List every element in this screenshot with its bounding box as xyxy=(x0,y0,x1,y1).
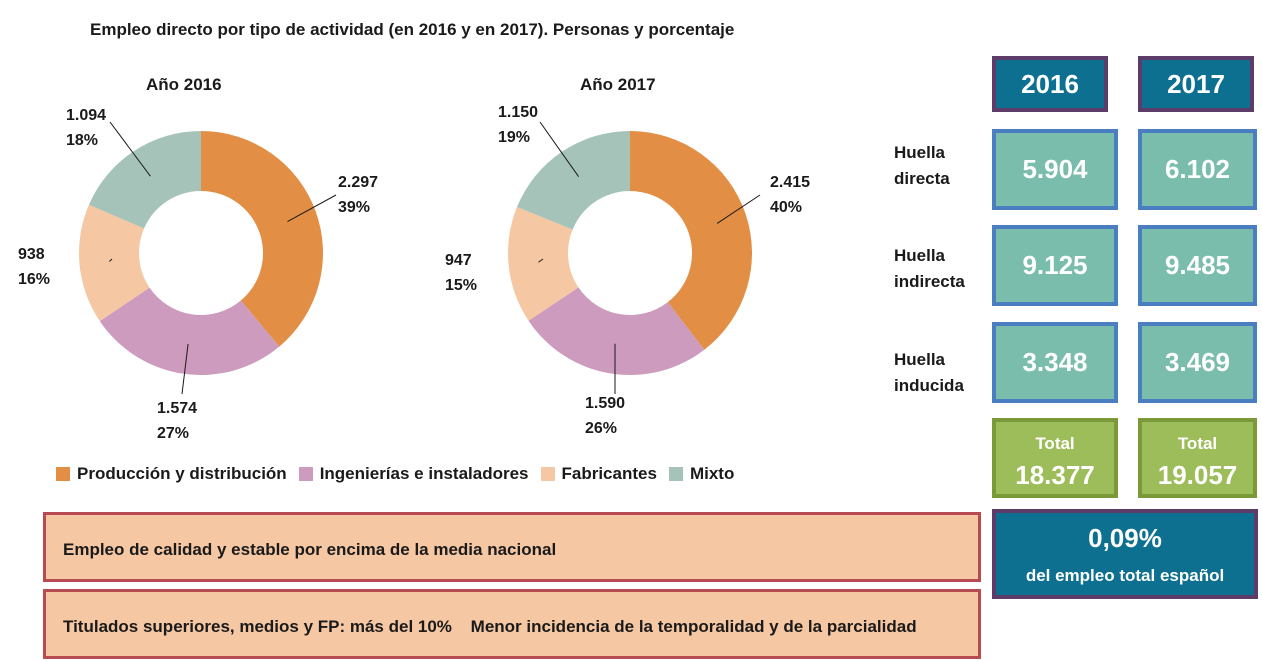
note-quality-employment: Empleo de calidad y estable por encima d… xyxy=(63,540,557,559)
donut-2016-title: Año 2016 xyxy=(146,75,222,94)
label-2017-mixto: 1.150 19% xyxy=(498,100,538,150)
value-label: 1.094 xyxy=(66,107,107,124)
value-label: 1.574 xyxy=(157,400,198,417)
percent-label: 19% xyxy=(498,129,531,146)
total-label: Total xyxy=(1035,434,1075,453)
percent-label: 27% xyxy=(157,425,190,442)
percent-label: 40% xyxy=(770,199,803,216)
legend-item-mixto: Mixto xyxy=(668,464,735,484)
label-2016-produccion: 2.297 39% xyxy=(338,170,378,220)
leader-line-ingenierias xyxy=(181,344,189,395)
percent-label: 26% xyxy=(585,420,618,437)
donut-2017-title: Año 2017 xyxy=(580,75,656,94)
value-directa-2016: 5.904 xyxy=(992,129,1118,210)
row-label-line: Huella xyxy=(894,246,946,265)
donut-2017 xyxy=(508,121,761,395)
label-2016-fabricantes: 938 16% xyxy=(18,242,50,292)
total-2016: Total 18.377 xyxy=(992,418,1118,498)
note-temporality: Menor incidencia de la temporalidad y de… xyxy=(470,617,917,636)
percent-label: 18% xyxy=(66,132,99,149)
share-value: 0,09% xyxy=(1088,523,1162,553)
legend: Producción y distribución Ingenierías e … xyxy=(56,464,746,484)
legend-swatch xyxy=(540,467,555,481)
legend-swatch xyxy=(56,467,70,481)
share-box: 0,09% del empleo total español xyxy=(992,509,1258,599)
legend-item-produccion: Producción y distribución xyxy=(56,464,287,484)
legend-label: Mixto xyxy=(689,464,735,483)
leader-line-mixto xyxy=(109,121,151,177)
slice-produccion xyxy=(201,131,323,347)
leader-line-mixto xyxy=(539,121,580,177)
legend-swatch xyxy=(668,467,683,481)
percent-label: 39% xyxy=(338,199,371,216)
note-box-1: Empleo de calidad y estable por encima d… xyxy=(43,512,981,582)
slice-mixto xyxy=(88,131,201,229)
value-inducida-2016: 3.348 xyxy=(992,322,1118,403)
value-label: 1.590 xyxy=(585,395,626,412)
value-label: 2.415 xyxy=(770,174,811,191)
leader-line-produccion xyxy=(716,194,761,224)
chart-title: Empleo directo por tipo de actividad (en… xyxy=(90,20,735,39)
slice-ingenierias xyxy=(99,287,280,375)
legend-item-ingenierias: Ingenierías e instaladores xyxy=(298,464,529,484)
total-value: 19.057 xyxy=(1157,460,1238,490)
share-text: del empleo total español xyxy=(1025,566,1225,585)
value-inducida-2017: 3.469 xyxy=(1138,322,1257,403)
row-label-line: directa xyxy=(894,169,950,188)
legend-item-fabricantes: Fabricantes xyxy=(540,464,657,484)
note-box-2: Titulados superiores, medios y FP: más d… xyxy=(43,589,981,659)
row-label-inducida: Huella inducida xyxy=(894,347,964,399)
label-2017-fabricantes: 947 15% xyxy=(445,248,477,298)
value-indirecta-2017: 9.485 xyxy=(1138,225,1257,306)
label-2016-mixto: 1.094 18% xyxy=(66,103,106,153)
row-label-indirecta: Huella indirecta xyxy=(894,243,965,295)
legend-label: Ingenierías e instaladores xyxy=(319,464,529,483)
label-2016-ingenierias: 1.574 27% xyxy=(157,396,197,446)
year-header-2016: 2016 xyxy=(992,56,1108,112)
row-label-line: Huella xyxy=(894,350,946,369)
value-label: 1.150 xyxy=(498,104,539,121)
leader-line-fabricantes xyxy=(109,258,113,262)
label-2017-produccion: 2.415 40% xyxy=(770,170,810,220)
value-directa-2017: 6.102 xyxy=(1138,129,1257,210)
slice-mixto xyxy=(517,131,630,230)
percent-label: 16% xyxy=(18,271,51,288)
leader-line-fabricantes xyxy=(538,258,544,263)
year-header-2017: 2017 xyxy=(1138,56,1254,112)
percent-label: 15% xyxy=(445,277,478,294)
slice-ingenierias xyxy=(528,287,705,375)
legend-label: Producción y distribución xyxy=(77,464,287,483)
label-2017-ingenierias: 1.590 26% xyxy=(585,391,625,441)
row-label-line: inducida xyxy=(894,376,964,395)
row-label-line: Huella xyxy=(894,143,946,162)
legend-label: Fabricantes xyxy=(561,464,657,483)
total-value: 18.377 xyxy=(1015,460,1095,490)
value-label: 2.297 xyxy=(338,174,379,191)
value-label: 938 xyxy=(18,246,45,263)
value-label: 947 xyxy=(445,252,472,269)
slice-produccion xyxy=(630,131,752,350)
slice-fabricantes xyxy=(79,204,150,322)
value-indirecta-2016: 9.125 xyxy=(992,225,1118,306)
row-label-directa: Huella directa xyxy=(894,140,950,192)
total-2017: Total 19.057 xyxy=(1138,418,1257,498)
note-graduates: Titulados superiores, medios y FP: más d… xyxy=(63,617,452,636)
slice-fabricantes xyxy=(508,206,579,321)
donut-2016 xyxy=(79,121,337,395)
legend-swatch xyxy=(298,467,313,481)
total-label: Total xyxy=(1177,434,1218,453)
row-label-line: indirecta xyxy=(894,272,965,291)
donut-charts xyxy=(79,121,761,395)
leader-line-produccion xyxy=(287,194,337,223)
